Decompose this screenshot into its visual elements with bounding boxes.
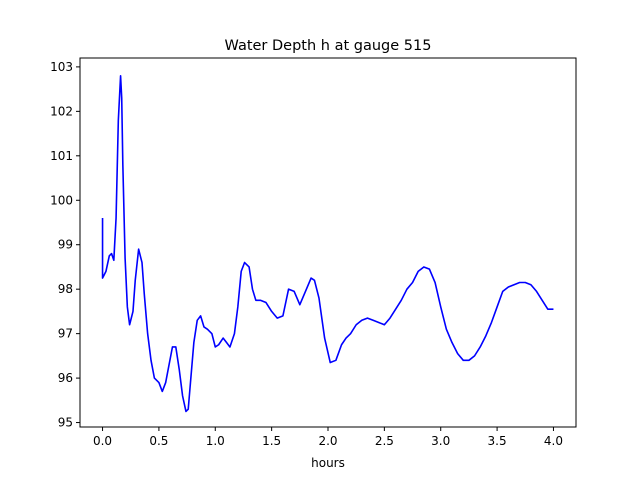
y-tick-label: 96 — [58, 371, 73, 385]
plot-area — [101, 74, 554, 413]
y-tick-label: 99 — [58, 238, 73, 252]
x-tick-label: 0.5 — [149, 434, 168, 448]
x-tick-label: 4.0 — [544, 434, 563, 448]
x-tick-label: 3.0 — [431, 434, 450, 448]
axis-ticks: 0.0 0.5 1.0 1.5 2.0 2.5 3.0 3.5 4.0 95 96 97 98 99 100… — [50, 60, 563, 448]
x-tick-label: 2.5 — [375, 434, 394, 448]
x-tick-label: 0.0 — [93, 434, 112, 448]
y-tick-label: 98 — [58, 282, 73, 296]
series-line-0 — [101, 74, 554, 413]
x-tick-label: 1.5 — [262, 434, 281, 448]
y-tick-label: 101 — [50, 149, 73, 163]
y-tick-label: 103 — [50, 60, 73, 74]
y-tick-label: 95 — [58, 416, 73, 430]
x-tick-label: 1.0 — [206, 434, 225, 448]
chart-title: Water Depth h at gauge 515 — [225, 38, 432, 54]
x-tick-label: 3.5 — [488, 434, 507, 448]
axes-frame — [79, 57, 577, 428]
x-tick-label: 2.0 — [318, 434, 337, 448]
x-axis-label: hours — [311, 456, 345, 470]
y-tick-label: 97 — [58, 327, 73, 341]
y-tick-label: 102 — [50, 104, 73, 118]
y-tick-label: 100 — [50, 193, 73, 207]
